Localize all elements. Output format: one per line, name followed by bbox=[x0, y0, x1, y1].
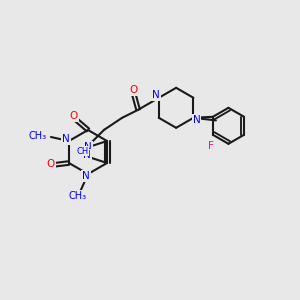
Text: CH₃: CH₃ bbox=[69, 191, 87, 201]
Text: F: F bbox=[208, 141, 214, 151]
Text: N: N bbox=[82, 171, 90, 181]
Text: O: O bbox=[129, 85, 137, 95]
Text: N: N bbox=[84, 142, 92, 152]
Text: N: N bbox=[193, 115, 200, 125]
Text: CH₃: CH₃ bbox=[29, 131, 47, 141]
Text: N: N bbox=[152, 90, 160, 100]
Text: N: N bbox=[83, 150, 91, 160]
Text: CH: CH bbox=[76, 146, 89, 155]
Text: O: O bbox=[70, 111, 78, 121]
Text: O: O bbox=[47, 159, 55, 169]
Text: N: N bbox=[62, 134, 70, 144]
